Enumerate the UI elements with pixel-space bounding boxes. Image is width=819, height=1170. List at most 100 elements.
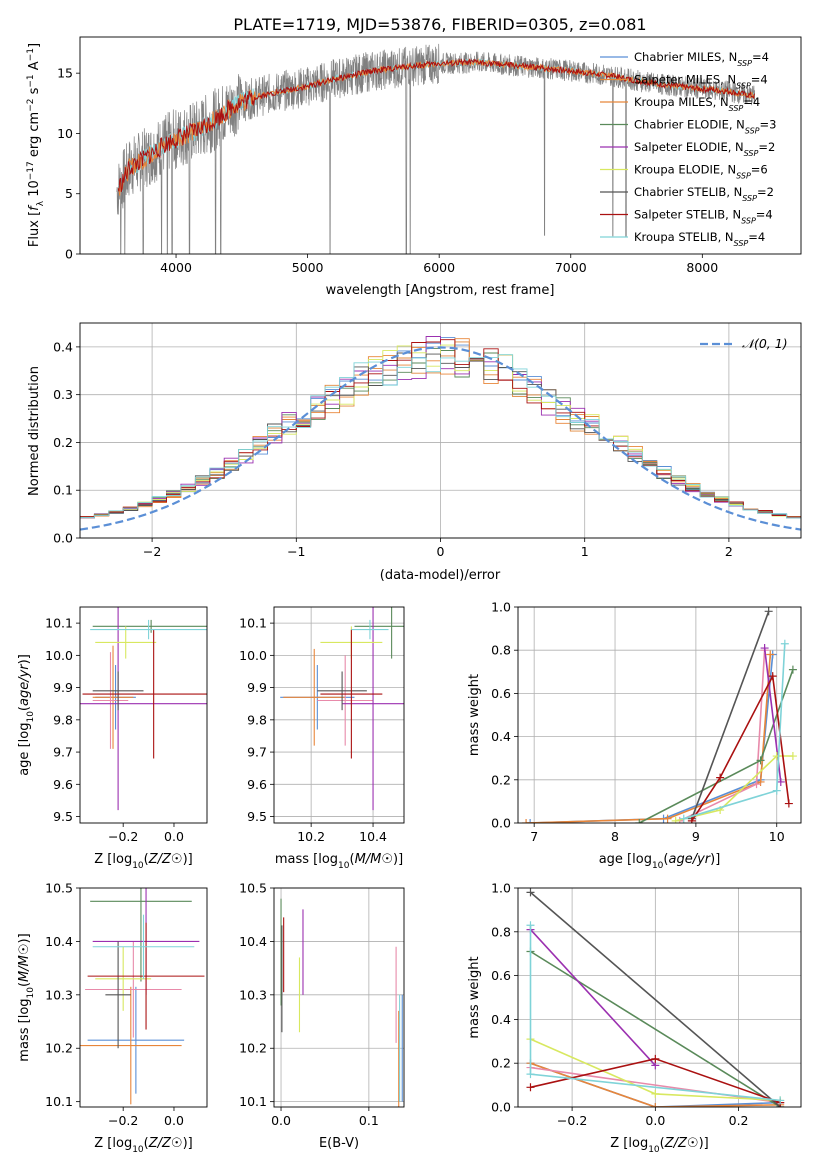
errorbar-point <box>92 652 129 749</box>
ticks: −0.2 0.0 0.2 0.0 0.2 0.4 0.6 0.8 1.0 <box>491 881 748 1129</box>
residual-histogram <box>80 339 801 518</box>
x-tick-label: 0.2 <box>729 1113 749 1128</box>
label-part: ( <box>660 1136 665 1151</box>
label-part: mass [ <box>17 1018 32 1061</box>
y-tick-label: 1.0 <box>491 600 511 615</box>
y-axis-label: Flux [fλ 10−17 erg cm−2 s−1 A−1] <box>26 43 46 247</box>
y-tick-label: 0.6 <box>491 968 511 983</box>
weight-series <box>687 672 793 823</box>
axes-frame <box>79 322 802 539</box>
label-part: 10 <box>27 180 42 201</box>
label-part: Z/Z☉ <box>664 1136 699 1151</box>
grid-lines <box>274 607 404 823</box>
weight-marker <box>671 816 680 823</box>
legend-label-part: Salpeter STELIB, N <box>634 208 741 222</box>
label-part: mass weight <box>467 956 482 1038</box>
weight-marker <box>526 819 535 823</box>
errorbar-point <box>95 626 157 659</box>
errorbar-point <box>92 671 144 711</box>
label-part: Z [ <box>610 1136 628 1151</box>
legend-label: Kroupa MILES, NSSP=4 <box>634 95 760 113</box>
label-part: M/M☉ <box>355 852 393 867</box>
label-part: −17 <box>26 161 36 180</box>
ticks: −0.2 0.0 9.5 9.6 9.7 9.8 9.9 10.0 10.1 <box>45 616 184 844</box>
y-tick-label: 10.5 <box>45 881 73 896</box>
y-tick-label: 9.8 <box>247 712 267 727</box>
weight-marker <box>766 650 775 659</box>
errorbar-point <box>92 619 207 633</box>
legend-label-part: =2 <box>757 185 774 199</box>
x-tick-label: 0 <box>437 544 445 559</box>
legend-label-part: =4 <box>752 50 769 64</box>
y-tick-label: 0.0 <box>53 531 73 546</box>
x-axis-label: Z [log10(Z/Z☉)] <box>94 1136 193 1155</box>
y-tick-label: 10.5 <box>239 881 267 896</box>
y-tick-label: 0 <box>65 247 73 262</box>
weight-line <box>529 929 656 1066</box>
y-tick-label: 0.8 <box>491 924 511 939</box>
x-axis-label: wavelength [Angstrom, rest frame] <box>326 283 555 298</box>
errorbar-point <box>354 607 404 659</box>
y-tick-label: 0.0 <box>491 816 511 831</box>
label-part: M/M☉ <box>17 943 32 981</box>
axes-frame <box>79 887 208 1108</box>
errorbar-point <box>105 941 131 1049</box>
label-part: )] <box>699 1136 709 1151</box>
weight-marker <box>635 819 644 823</box>
label-part: ( <box>349 852 354 867</box>
legend-label-part: Kroupa STELIB, N <box>634 230 734 244</box>
legend-label-part: SSP <box>744 149 759 158</box>
y-tick-label: 10.4 <box>45 934 73 949</box>
x-tick-label: −1 <box>287 544 305 559</box>
label-part: log <box>17 998 32 1018</box>
y-axis-label: Normed distribution <box>27 366 42 496</box>
chart-age-vs-Z: −0.2 0.09.59.69.79.89.910.010.1Z [log10(Z… <box>17 606 208 871</box>
weight-marker <box>687 816 696 823</box>
ticks: 10.2 10.4 9.5 9.6 9.7 9.8 9.9 10.0 10.1 <box>239 616 387 844</box>
plot-area <box>522 607 797 823</box>
weight-marker <box>776 777 785 786</box>
weight-marker <box>651 1103 660 1107</box>
weight-marker <box>526 1070 535 1079</box>
legend-label: Chabrier ELODIE, NSSP=3 <box>634 118 776 136</box>
errorbar-point <box>317 671 367 711</box>
label-part: f <box>27 204 42 211</box>
weight-marker <box>776 1096 785 1105</box>
x-tick-label: 0.0 <box>271 1113 291 1128</box>
x-tick-label: 0.0 <box>164 1113 184 1128</box>
y-tick-label: 9.7 <box>53 745 73 760</box>
label-part: )] <box>710 852 720 867</box>
x-axis-label: age [log10(age/yr)] <box>599 852 721 871</box>
label-part: Z/Z☉ <box>148 1136 183 1151</box>
weight-series <box>526 925 660 1070</box>
weight-marker <box>772 786 781 795</box>
label-part: Z/Z☉ <box>148 852 183 867</box>
x-tick-label: 8 <box>611 829 619 844</box>
y-tick-label: 0.4 <box>491 1012 511 1027</box>
x-tick-label: 0.1 <box>359 1113 379 1128</box>
axes-frame <box>79 606 208 824</box>
axes-frame <box>273 606 405 824</box>
legend-label-part: SSP <box>737 59 752 68</box>
legend-label-part: Chabrier MILES, N <box>634 50 737 64</box>
y-tick-label: 9.8 <box>53 712 73 727</box>
plot-area <box>80 336 801 531</box>
x-tick-label: 0.0 <box>164 829 184 844</box>
y-tick-label: 10.1 <box>239 1094 267 1109</box>
weight-line <box>691 611 770 819</box>
weight-marker <box>780 639 789 648</box>
y-tick-label: 10.3 <box>45 987 73 1002</box>
chart-mass-vs-Z: −0.2 0.010.110.210.310.410.5Z [log10(Z/Z☉… <box>17 881 208 1155</box>
y-axis-label: mass weight <box>467 956 482 1038</box>
x-tick-label: −2 <box>143 544 161 559</box>
weight-marker <box>526 921 535 930</box>
y-tick-label: 10.2 <box>239 1041 267 1056</box>
weight-marker <box>716 773 725 782</box>
legend-label-part: =4 <box>756 208 773 222</box>
label-part: ( <box>663 852 668 867</box>
y-tick-label: 0.3 <box>53 387 73 402</box>
label-part: )] <box>183 852 193 867</box>
legend-label: Kroupa ELODIE, NSSP=6 <box>634 163 768 181</box>
weight-marker <box>788 752 797 761</box>
